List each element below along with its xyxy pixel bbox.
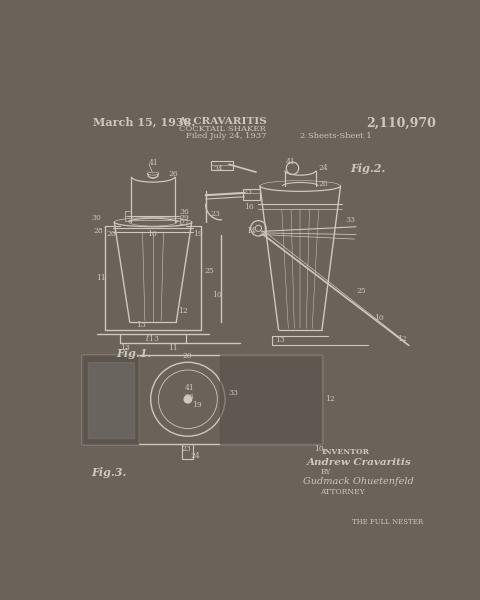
- Polygon shape: [82, 355, 137, 444]
- Text: 20: 20: [182, 352, 192, 360]
- Bar: [82, 355, 137, 444]
- Text: 16: 16: [147, 230, 156, 238]
- Text: 24: 24: [214, 165, 223, 173]
- Text: 11: 11: [96, 274, 106, 281]
- Text: 33: 33: [345, 216, 355, 224]
- Text: 26: 26: [185, 393, 194, 401]
- Text: 41: 41: [286, 158, 296, 166]
- Text: Fig.3.: Fig.3.: [91, 467, 126, 478]
- Text: Fig.2.: Fig.2.: [350, 163, 386, 174]
- Text: 12: 12: [325, 395, 335, 403]
- Text: 27: 27: [180, 219, 189, 227]
- Text: 24: 24: [318, 164, 328, 172]
- Text: 2 Sheets-Sheet 1: 2 Sheets-Sheet 1: [300, 132, 372, 140]
- Bar: [82, 355, 322, 444]
- Text: 10: 10: [374, 314, 384, 322]
- Text: 29: 29: [180, 214, 189, 221]
- Text: 25: 25: [357, 287, 367, 295]
- Text: 13: 13: [136, 322, 146, 329]
- Text: 20: 20: [107, 230, 116, 238]
- Text: 26: 26: [318, 179, 328, 188]
- Text: ATTORNEY: ATTORNEY: [321, 488, 365, 496]
- Text: 24: 24: [190, 452, 200, 460]
- Text: 41: 41: [149, 159, 159, 167]
- Text: Fig.1.: Fig.1.: [116, 347, 151, 359]
- Bar: [182, 444, 193, 460]
- Text: Gudmack Ohuetenfeld: Gudmack Ohuetenfeld: [302, 477, 413, 486]
- Text: 25: 25: [204, 266, 214, 275]
- Text: 23: 23: [243, 188, 253, 196]
- Text: 28: 28: [93, 227, 103, 235]
- Text: THE FULL NESTER: THE FULL NESTER: [351, 518, 423, 526]
- Bar: [243, 189, 260, 200]
- Text: 14: 14: [246, 227, 256, 235]
- Text: 13: 13: [275, 336, 285, 344]
- Text: 11: 11: [168, 344, 178, 352]
- Text: Filed July 24, 1937: Filed July 24, 1937: [186, 132, 267, 140]
- Text: 41: 41: [185, 385, 194, 392]
- Text: BY: BY: [321, 468, 331, 476]
- Circle shape: [184, 395, 192, 403]
- Text: 26: 26: [168, 170, 178, 178]
- Text: 30: 30: [91, 214, 101, 222]
- Text: 13: 13: [120, 344, 131, 352]
- Text: 23: 23: [210, 211, 220, 218]
- Text: 19: 19: [192, 401, 202, 409]
- Text: March 15, 1938.: March 15, 1938.: [93, 116, 195, 128]
- Polygon shape: [220, 355, 322, 444]
- Polygon shape: [88, 362, 133, 438]
- Text: Andrew Cravaritis: Andrew Cravaritis: [306, 458, 411, 467]
- Text: 10: 10: [314, 445, 324, 452]
- Text: 33: 33: [228, 389, 238, 397]
- Text: INVENTOR: INVENTOR: [322, 448, 370, 456]
- Text: 10: 10: [212, 291, 222, 299]
- Text: 2,110,970: 2,110,970: [366, 116, 436, 130]
- Text: $\ell$13: $\ell$13: [145, 332, 160, 343]
- Text: 16: 16: [244, 203, 254, 211]
- Text: 12: 12: [178, 307, 188, 314]
- Text: COCKTAIL SHAKER: COCKTAIL SHAKER: [180, 125, 266, 133]
- Text: 19: 19: [193, 230, 203, 238]
- Bar: [211, 161, 233, 170]
- Text: 12: 12: [397, 335, 407, 343]
- Text: 36: 36: [180, 208, 189, 216]
- Text: 23: 23: [181, 445, 192, 452]
- Text: A. CRAVARITIS: A. CRAVARITIS: [179, 116, 267, 125]
